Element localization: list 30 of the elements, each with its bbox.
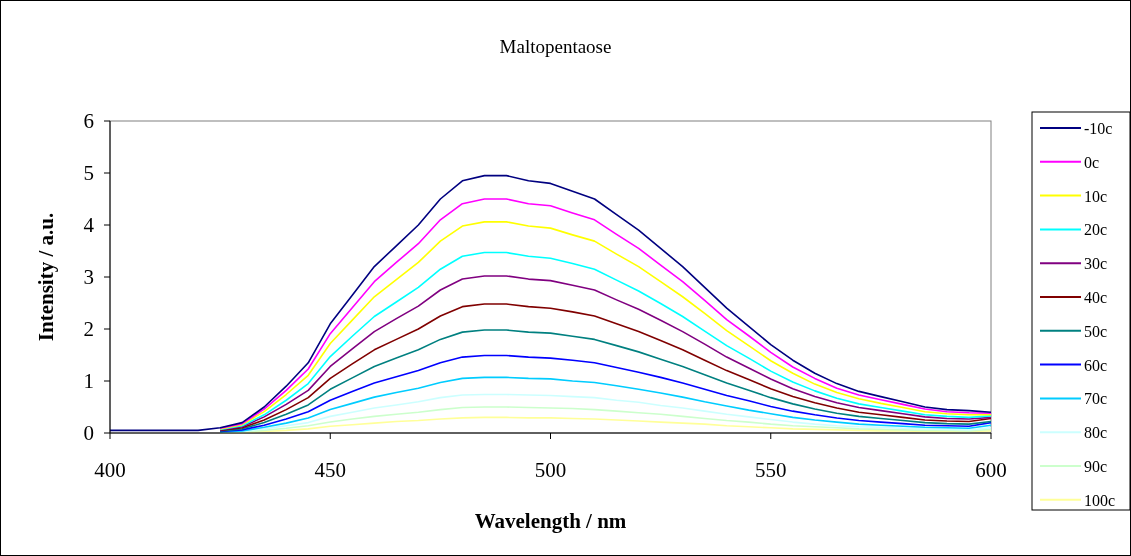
legend-label: 90c xyxy=(1084,458,1108,475)
line-series xyxy=(219,354,992,433)
legend-label: 60c xyxy=(1084,356,1108,374)
x-tick-label: 400 xyxy=(94,458,126,482)
legend-label: 40c xyxy=(1084,289,1108,306)
y-tick-label: 4 xyxy=(83,213,95,237)
legend-label: 100c xyxy=(1084,491,1116,509)
line-series xyxy=(219,329,992,432)
legend-label: 0c xyxy=(1084,153,1100,171)
y-tick-label: 1 xyxy=(83,369,94,393)
legend-label: 50c xyxy=(1084,322,1108,340)
legend-label: 30c xyxy=(1084,255,1108,273)
legend-label: 20c xyxy=(1084,221,1108,239)
x-tick-label: 450 xyxy=(314,458,346,482)
x-axis-title: Wavelength / nm xyxy=(474,509,627,533)
y-tick-label: 3 xyxy=(83,265,94,289)
x-tick-label: 600 xyxy=(975,458,1007,482)
y-tick-label: 2 xyxy=(83,317,94,341)
x-tick-label: 500 xyxy=(534,458,567,482)
legend-label: 70c xyxy=(1084,390,1108,408)
legend-label: 80c xyxy=(1084,424,1108,442)
legend-label: -10c xyxy=(1084,120,1113,137)
y-tick-label: 0 xyxy=(83,421,94,445)
chart-title: Maltopentaose xyxy=(499,36,612,57)
x-tick-label: 550 xyxy=(755,458,787,482)
y-tick-label: 5 xyxy=(83,161,94,185)
legend-label: 10c xyxy=(1084,187,1108,205)
y-axis-title: Intensity / a.u. xyxy=(34,212,58,342)
y-tick-label: 6 xyxy=(83,109,94,133)
line-series xyxy=(219,303,992,432)
